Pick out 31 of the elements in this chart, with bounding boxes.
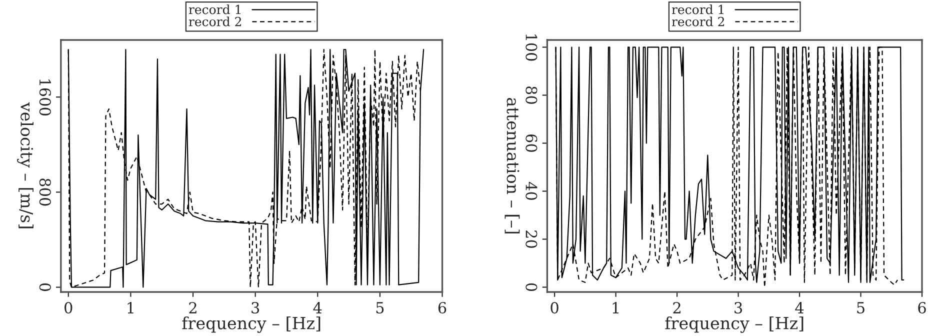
x-axis-title: frequency – [Hz] — [665, 316, 804, 333]
x-axis-title: frequency – [Hz] — [182, 316, 320, 333]
x-tick-label: 6 — [918, 302, 926, 314]
x-tick-label: 6 — [438, 302, 446, 314]
y-tick-label: 60 — [526, 134, 538, 152]
y-tick-label: 80 — [526, 86, 538, 104]
x-tick-label: 0 — [64, 302, 72, 314]
x-tick-label: 2 — [189, 302, 196, 314]
y-tick-label: 20 — [526, 230, 538, 248]
x-tick-label: 1 — [612, 302, 618, 314]
x-tick-label: 2 — [673, 302, 680, 314]
x-tick-label: 1 — [128, 302, 134, 314]
x-tick-label: 5 — [857, 302, 864, 314]
legend-label: record 1 — [188, 4, 240, 14]
legend-label: record 1 — [672, 4, 724, 14]
x-tick-label: 0 — [550, 302, 558, 314]
x-tick-label: 4 — [795, 302, 804, 314]
y-axis-title: attenuation – [–] — [504, 98, 520, 234]
legend-label: record 2 — [672, 16, 724, 26]
legend-label: record 2 — [188, 16, 242, 26]
y-tick-label: 0 — [39, 283, 51, 292]
y-axis-title: velocity – [m/s] — [17, 102, 34, 228]
x-tick-label: 4 — [313, 302, 322, 314]
x-tick-label: 5 — [376, 302, 384, 314]
y-tick-label: 1600 — [39, 79, 51, 116]
y-tick-label: 0 — [526, 283, 538, 292]
x-tick-label: 3 — [734, 302, 742, 314]
y-tick-label: 100 — [526, 34, 538, 61]
y-tick-label: 800 — [39, 178, 51, 206]
y-tick-label: 40 — [526, 182, 538, 200]
x-tick-label: 3 — [252, 302, 260, 314]
